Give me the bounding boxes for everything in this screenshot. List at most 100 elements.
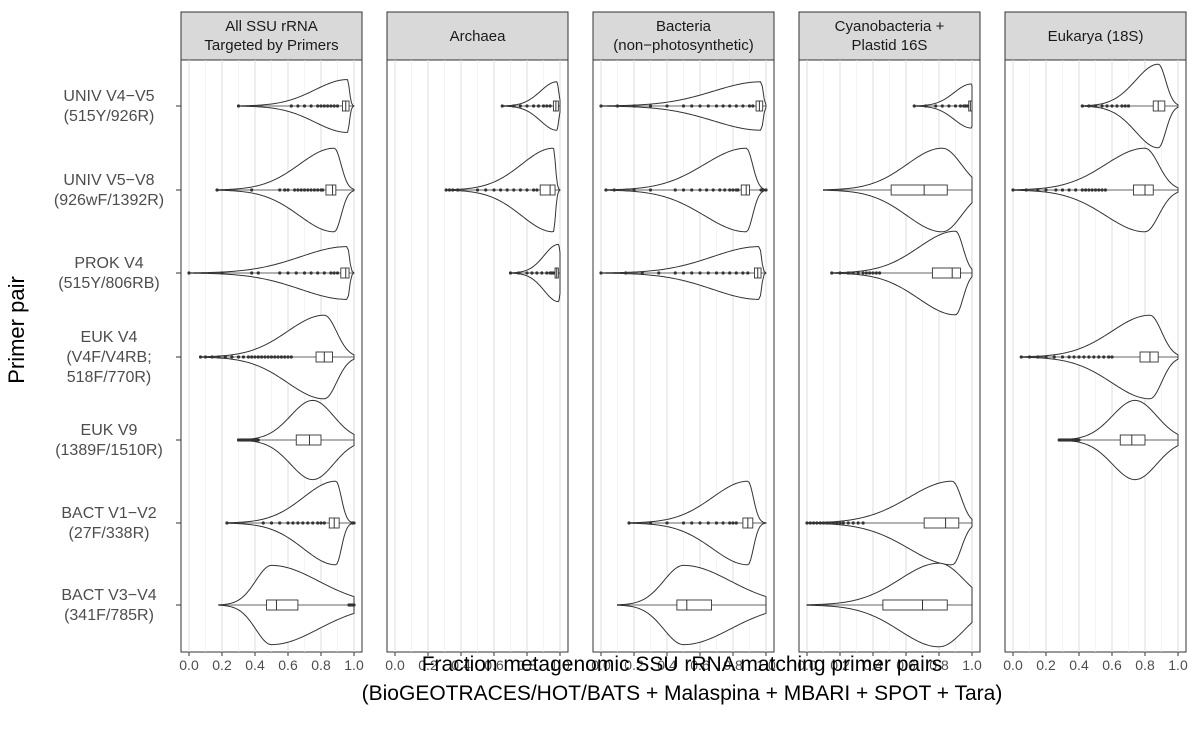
outlier-point — [269, 521, 274, 525]
tick-label: 0.2 — [1036, 657, 1056, 673]
outlier-point — [1087, 188, 1091, 192]
outlier-point — [1080, 188, 1084, 192]
violin-cyano-row6 — [806, 562, 973, 648]
outlier-point — [746, 271, 750, 275]
tick-label: 0.8 — [517, 657, 537, 673]
outlier-point — [846, 521, 850, 525]
outlier-point — [830, 271, 834, 275]
outlier-point — [615, 104, 620, 108]
outlier-point — [805, 521, 809, 525]
outlier-point — [283, 355, 287, 359]
outlier-point — [706, 271, 710, 275]
primer-label-line: (V4F/V4RB; — [66, 349, 151, 366]
outlier-point — [1024, 188, 1028, 192]
outlier-point — [1036, 188, 1040, 192]
outlier-point — [322, 271, 326, 275]
facet-panel-euk: Eukarya (18S) 0.0 0.2 0.4 0.6 0.8 1.0 — [1003, 11, 1188, 673]
outlier-point — [545, 104, 549, 108]
outlier-point — [316, 188, 320, 192]
outlier-point — [261, 521, 265, 525]
outlier-point — [260, 355, 264, 359]
outlier-point — [632, 188, 636, 192]
outlier-point — [352, 521, 356, 525]
outlier-point — [648, 104, 653, 108]
outlier-point — [681, 271, 686, 275]
outlier-point — [808, 521, 812, 525]
facet-title: Archaea — [450, 28, 507, 45]
violin-all-row1 — [215, 147, 355, 233]
outlier-point — [518, 104, 523, 108]
primer-label-euk_v4: EUK V4 (V4F/V4RB; 518F/770R) — [66, 329, 181, 386]
outlier-point — [289, 104, 293, 108]
box-iqr — [295, 434, 322, 446]
outlier-point — [250, 188, 254, 192]
outlier-point — [721, 521, 725, 525]
outlier-point — [525, 104, 529, 108]
outlier-point — [492, 188, 496, 192]
outlier-point — [451, 188, 455, 192]
gridlines — [394, 60, 561, 652]
outlier-point — [1093, 104, 1098, 108]
outlier-point — [187, 271, 191, 275]
outlier-point — [289, 355, 293, 359]
outlier-point — [536, 104, 541, 108]
tick-label: 0.2 — [418, 657, 438, 673]
outlier-point — [698, 104, 702, 108]
facet-panel-archaea: Archaea 0.0 0.2 0.4 0.6 0.8 1.0 — [385, 11, 570, 673]
outlier-point — [831, 521, 836, 525]
x-axis-ticks: 0.0 0.2 0.4 0.6 0.8 1.0 — [591, 652, 776, 673]
outlier-point — [815, 521, 819, 525]
outlier-point — [1082, 355, 1086, 359]
outlier-point — [965, 104, 969, 108]
outlier-point — [525, 271, 529, 275]
outlier-point — [293, 188, 297, 192]
outlier-point — [532, 104, 536, 108]
outlier-point — [718, 188, 722, 192]
violin-euk-row3 — [1019, 314, 1179, 400]
outlier-point — [352, 603, 356, 607]
outlier-point — [698, 188, 702, 192]
outlier-point — [329, 271, 333, 275]
outlier-point — [256, 271, 260, 275]
outlier-point — [1093, 188, 1098, 192]
tick-label: 0.0 — [1003, 657, 1023, 673]
outlier-point — [599, 104, 603, 108]
outlier-point — [1100, 104, 1104, 108]
outlier-point — [728, 104, 732, 108]
outlier-point — [329, 104, 333, 108]
outlier-point — [714, 104, 719, 108]
outlier-point — [283, 188, 287, 192]
outlier-point — [657, 271, 661, 275]
outlier-point — [624, 271, 628, 275]
outlier-point — [332, 271, 336, 275]
outlier-point — [286, 271, 290, 275]
outlier-point — [723, 188, 727, 192]
outlier-point — [456, 188, 460, 192]
outlier-point — [525, 188, 529, 192]
outlier-point — [230, 355, 234, 359]
outlier-point — [698, 521, 702, 525]
outlier-point — [1060, 188, 1065, 192]
facet-strip — [180, 11, 363, 61]
box-iqr — [923, 517, 960, 529]
facet-strip — [798, 11, 981, 61]
outlier-point — [1087, 104, 1091, 108]
outlier-point — [278, 188, 282, 192]
outlier-point — [934, 104, 938, 108]
violin-bacteria-row6 — [617, 564, 767, 646]
outlier-point — [548, 104, 552, 108]
outlier-point — [825, 521, 829, 525]
tick-label: 0.4 — [245, 657, 265, 673]
violin-cyano-row1 — [823, 147, 973, 233]
outlier-point — [1080, 104, 1084, 108]
tick-label: 1.0 — [344, 657, 364, 673]
outlier-point — [286, 355, 290, 359]
box-iqr — [890, 184, 948, 196]
primer-label-line: BACT V1−V2 — [61, 505, 156, 522]
outlier-point — [604, 188, 608, 192]
box-iqr — [1132, 184, 1154, 196]
outlier-point — [215, 188, 219, 192]
outlier-point — [236, 355, 241, 359]
primer-label-line: PROK V4 — [74, 255, 143, 272]
